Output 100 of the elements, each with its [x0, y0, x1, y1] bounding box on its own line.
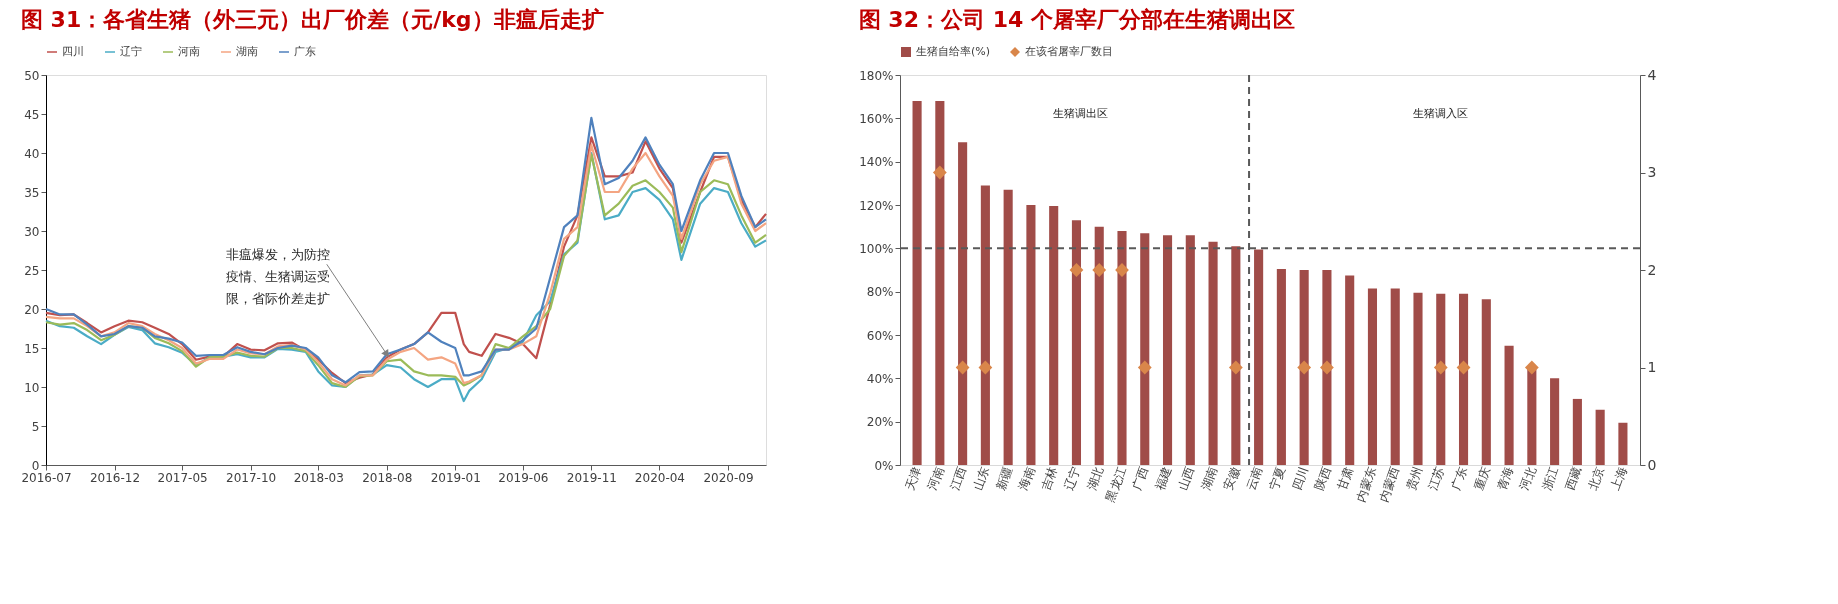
y-tick-label: 180%	[859, 68, 894, 83]
y2-tick-label: 2	[1647, 261, 1657, 278]
bar	[1481, 299, 1491, 465]
x-tick-label: 青海	[1494, 465, 1516, 493]
point	[1297, 360, 1312, 375]
y-tick-label: 20%	[866, 415, 894, 430]
bar	[1276, 268, 1286, 465]
annotation: 生猪调出区	[1052, 107, 1108, 120]
y-tick-label: 0%	[874, 458, 894, 473]
bar	[980, 185, 990, 465]
x-tick-label: 湖南	[1198, 465, 1220, 493]
x-tick-label: 上海	[1608, 465, 1630, 493]
x-tick-label: 陕西	[1312, 465, 1334, 493]
y2-tick-label: 4	[1647, 66, 1657, 83]
x-tick-label: 江西	[947, 465, 970, 493]
bar	[1185, 235, 1195, 465]
bar	[958, 142, 968, 465]
bar	[1436, 293, 1446, 465]
y2-tick-label: 3	[1647, 164, 1657, 180]
x-tick-label: 重庆	[1471, 465, 1493, 493]
point	[1320, 360, 1334, 375]
legend-label: 辽宁	[120, 45, 142, 58]
y-tick-label: 50	[24, 68, 40, 83]
bar	[1140, 233, 1150, 465]
chart-title: 图 32：公司 14 个屠宰厂分部在生猪调出区	[858, 7, 1295, 32]
bar	[1117, 231, 1127, 465]
x-tick-label: 浙江	[1539, 465, 1562, 493]
bar	[1299, 270, 1309, 465]
bar	[1458, 293, 1469, 465]
y2-tick-label: 0	[1647, 456, 1657, 473]
y-tick-label: 25	[24, 263, 40, 278]
annotation: 非瘟爆发，为防控疫情、生猪调运受限，省际价差走扩	[225, 247, 330, 307]
bar	[1390, 288, 1400, 465]
y-tick-label: 30	[24, 224, 40, 239]
x-tick-label: 河南	[925, 465, 947, 493]
bar	[1367, 288, 1378, 465]
point	[1228, 360, 1243, 375]
y-tick-label: 60%	[866, 328, 894, 343]
x-tick-label: 2019-11	[566, 470, 617, 485]
point	[955, 360, 970, 375]
x-tick-label: 山西	[1175, 465, 1197, 493]
y-tick-label: 5	[31, 419, 40, 434]
x-tick-label: 吉林	[1038, 465, 1061, 493]
point	[1524, 360, 1539, 375]
y-tick-label: 40	[24, 146, 40, 161]
bar	[1595, 409, 1605, 465]
bar	[1322, 270, 1332, 465]
x-tick-label: 2016-12	[89, 470, 141, 485]
x-tick-label: 西藏	[1562, 465, 1584, 493]
x-tick-label: 河北	[1517, 465, 1539, 493]
x-tick-label: 贵州	[1403, 465, 1425, 493]
bar	[1618, 422, 1628, 465]
bar	[1094, 226, 1104, 465]
x-tick-label: 天津	[902, 465, 924, 493]
legend-label: 四川	[62, 45, 84, 58]
bar	[1003, 189, 1013, 465]
point	[1092, 263, 1107, 277]
x-tick-label: 2018-08	[362, 470, 413, 485]
x-tick-label: 海南	[1016, 465, 1038, 493]
y-tick-label: 100%	[859, 241, 894, 256]
x-tick-label: 2017-05	[157, 470, 208, 485]
point	[932, 165, 947, 180]
bar	[1527, 367, 1537, 465]
x-tick-label: 2018-03	[293, 470, 344, 485]
chart-title: 图 31：各省生猪（外三元）出厂价差（元/kg）非瘟后走扩	[20, 7, 604, 32]
x-tick-label: 新疆	[993, 465, 1015, 493]
x-tick-label: 广西	[1129, 465, 1152, 493]
point	[1137, 360, 1152, 375]
y-tick-label: 0	[31, 458, 40, 473]
bar	[1049, 206, 1059, 465]
x-tick-label: 广东	[1448, 465, 1471, 493]
x-tick-label: 2020-09	[703, 470, 754, 485]
x-tick-label: 黑龙江	[1103, 465, 1129, 504]
bar	[1413, 292, 1423, 465]
y-tick-label: 80%	[866, 285, 894, 300]
x-tick-label: 2020-04	[634, 470, 685, 485]
x-tick-label: 四川	[1289, 465, 1311, 493]
y2-tick-label: 1	[1647, 359, 1657, 375]
point	[1433, 360, 1448, 375]
bar	[912, 101, 922, 465]
x-tick-label: 北京	[1585, 465, 1607, 493]
legend-label: 河南	[178, 45, 200, 58]
x-tick-label: 宁夏	[1266, 465, 1288, 493]
y-tick-label: 20	[24, 302, 40, 317]
x-tick-label: 安徽	[1221, 465, 1243, 493]
y-tick-label: 35	[24, 185, 40, 200]
legend-label: 在该省屠宰厂数目	[1025, 45, 1113, 58]
bar	[1504, 345, 1514, 465]
x-tick-label: 江苏	[1425, 465, 1448, 493]
bar	[1550, 378, 1560, 465]
bar	[1572, 398, 1582, 465]
x-tick-label: 云南	[1243, 465, 1266, 493]
x-tick-label: 2019-06	[498, 470, 549, 485]
bar	[1162, 235, 1173, 465]
y-tick-label: 160%	[859, 111, 894, 126]
y-tick-label: 10	[24, 380, 40, 395]
bar	[1231, 246, 1241, 465]
legend-label: 生猪自给率(%)	[916, 45, 991, 58]
y-tick-label: 120%	[859, 198, 894, 213]
annotation: 生猪调入区	[1412, 107, 1468, 120]
